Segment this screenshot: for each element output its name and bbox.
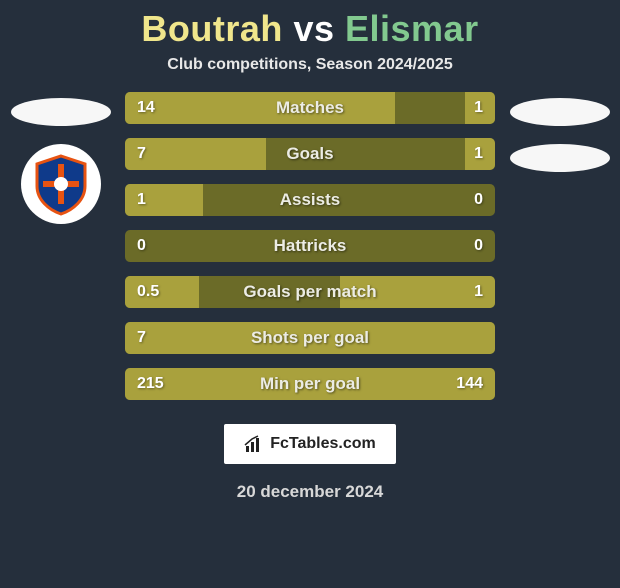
stat-row: 7Goals1 <box>125 138 495 170</box>
stat-label: Goals <box>125 138 495 170</box>
stat-value-right: 0 <box>474 184 483 216</box>
stat-value-right: 144 <box>456 368 483 400</box>
stat-value-right: 1 <box>474 138 483 170</box>
stat-row: 1Assists0 <box>125 184 495 216</box>
title-player-b: Elismar <box>345 8 479 49</box>
left-team-crest <box>21 144 101 224</box>
left-side-column <box>6 92 115 224</box>
stat-row: 7Shots per goal <box>125 322 495 354</box>
subtitle: Club competitions, Season 2024/2025 <box>0 56 620 74</box>
chart-icon <box>244 434 264 454</box>
title-vs: vs <box>293 8 334 49</box>
stat-value-right: 0 <box>474 230 483 262</box>
stats-bars: 14Matches17Goals11Assists00Hattricks00.5… <box>125 92 495 400</box>
stat-row: 215Min per goal144 <box>125 368 495 400</box>
footer-date: 20 december 2024 <box>0 482 620 502</box>
stat-label: Hattricks <box>125 230 495 262</box>
title-player-a: Boutrah <box>141 8 283 49</box>
right-flag-ellipse-1 <box>510 98 610 126</box>
title: Boutrah vs Elismar <box>0 8 620 50</box>
stat-value-right: 1 <box>474 276 483 308</box>
left-flag-ellipse <box>11 98 111 126</box>
stat-row: 0.5Goals per match1 <box>125 276 495 308</box>
right-side-column <box>505 92 614 172</box>
stat-row: 0Hattricks0 <box>125 230 495 262</box>
footer-brand[interactable]: FcTables.com <box>224 424 396 464</box>
stat-label: Min per goal <box>125 368 495 400</box>
shield-icon <box>29 152 93 216</box>
stat-label: Goals per match <box>125 276 495 308</box>
content-area: 14Matches17Goals11Assists00Hattricks00.5… <box>0 92 620 400</box>
stat-label: Assists <box>125 184 495 216</box>
stat-value-right: 1 <box>474 92 483 124</box>
stat-label: Matches <box>125 92 495 124</box>
stat-row: 14Matches1 <box>125 92 495 124</box>
stat-label: Shots per goal <box>125 322 495 354</box>
footer-brand-text: FcTables.com <box>270 435 376 453</box>
right-flag-ellipse-2 <box>510 144 610 172</box>
